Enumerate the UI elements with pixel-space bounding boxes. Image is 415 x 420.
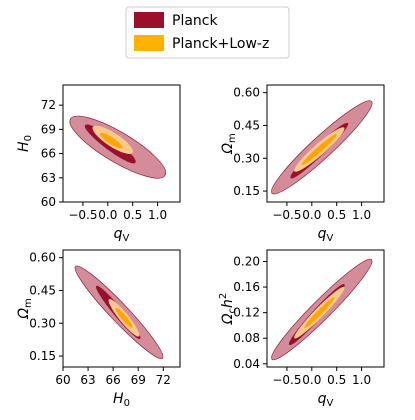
y-axis-label: Ωm (220, 133, 238, 154)
legend-swatch-planck (134, 12, 164, 28)
y-tick-label: 69 (41, 122, 56, 136)
x-tick-label: 0.0 (98, 208, 117, 222)
contour-planck-lowz-1sigma (304, 297, 335, 329)
y-axis-label: Ωm (16, 298, 34, 319)
y-axis-label: Ωch2 (218, 293, 238, 325)
y-tick-label: 0.04 (233, 357, 260, 371)
contours-2 (271, 100, 373, 195)
legend-label-planck: Planck (172, 13, 218, 29)
x-tick-label: 1.0 (352, 208, 371, 222)
y-tick-label: 0.08 (233, 331, 260, 345)
x-tick-label: 0.0 (302, 373, 321, 387)
x-tick-label: 60 (55, 373, 70, 387)
y-tick-label: 60 (41, 195, 56, 209)
legend-label-planck-lowz: Planck+Low-z (172, 36, 269, 52)
y-tick-label: 0.15 (233, 184, 260, 198)
y-tick-label: 0.45 (29, 283, 56, 297)
y-tick-label: 0.60 (29, 251, 56, 265)
legend-frame (125, 6, 290, 59)
x-tick-label: 1.0 (148, 208, 167, 222)
x-tick-label: 72 (156, 373, 171, 387)
y-tick-label: 72 (41, 98, 56, 112)
axes-frame-4 (266, 249, 385, 368)
contour-planck-lowz-1sigma (115, 307, 133, 328)
x-axis-label: qV (318, 226, 334, 244)
y-tick-label: 0.16 (233, 280, 260, 294)
legend-swatch-planck-lowz (134, 35, 164, 51)
axes-frame-3 (62, 249, 181, 368)
x-tick-label: 69 (131, 373, 146, 387)
y-tick-label: 0.15 (29, 349, 56, 363)
y-tick-label: 0.12 (233, 306, 260, 320)
contours-3 (74, 265, 164, 360)
x-tick-label: 0.5 (327, 208, 346, 222)
y-tick-label: 0.30 (233, 151, 260, 165)
y-tick-label: 0.30 (29, 316, 56, 330)
x-tick-label: 0.5 (123, 208, 142, 222)
x-tick-label: 0.5 (327, 373, 346, 387)
y-tick-label: 66 (41, 147, 56, 161)
y-tick-label: 0.20 (233, 255, 260, 269)
x-tick-label: −0.5 (68, 208, 97, 222)
y-tick-label: 0.45 (233, 118, 260, 132)
contour-planck-lowz-1sigma (301, 134, 337, 165)
y-axis-label: H0 (16, 135, 34, 152)
x-tick-label: 66 (106, 373, 121, 387)
panel-1: −0.5 0.0 0.5 1.0 60 63 66 69 72 qV H0 (16, 84, 181, 244)
panel-2: −0.5 0.0 0.5 1.0 0.15 0.30 0.45 0.60 qV Ωm (220, 84, 385, 244)
legend: Planck Planck+Low-z (125, 6, 290, 59)
y-tick-label: 0.60 (233, 86, 260, 100)
x-tick-label: −0.5 (272, 208, 301, 222)
x-tick-label: 0.0 (302, 208, 321, 222)
panel-4: −0.5 0.0 0.5 1.0 0.04 0.08 0.12 0.16 0.20 qV Ωch2 (218, 249, 385, 409)
y-tick-label: 63 (41, 171, 56, 185)
axes-frame-1 (62, 84, 181, 203)
contour-planck-lowz-1sigma (100, 132, 123, 149)
x-tick-label: 63 (80, 373, 95, 387)
axes-frame-2 (266, 84, 385, 203)
x-axis-label: qV (114, 226, 130, 244)
contours-4 (271, 258, 373, 361)
contours-1 (69, 115, 167, 179)
x-axis-label: H0 (113, 391, 130, 409)
x-tick-label: −0.5 (272, 373, 301, 387)
panel-3: 60 63 66 69 72 0.15 0.30 0.45 0.60 H0 Ωm (16, 249, 181, 409)
x-tick-label: 1.0 (352, 373, 371, 387)
x-axis-label: qV (318, 391, 334, 409)
